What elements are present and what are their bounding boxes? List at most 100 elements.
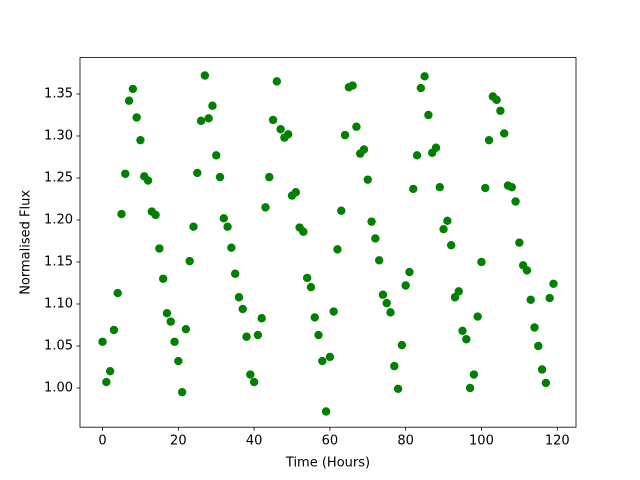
point bbox=[249, 377, 259, 387]
point bbox=[276, 125, 285, 134]
x-tick-label: 120 bbox=[545, 434, 570, 449]
point bbox=[522, 266, 532, 275]
point bbox=[246, 370, 255, 379]
point bbox=[136, 135, 145, 145]
point bbox=[454, 287, 463, 296]
point bbox=[155, 244, 164, 253]
point bbox=[348, 81, 357, 90]
point bbox=[177, 387, 187, 397]
point bbox=[473, 312, 482, 321]
x-tick-label: 40 bbox=[246, 434, 263, 449]
point bbox=[321, 407, 331, 416]
point bbox=[310, 313, 319, 322]
point bbox=[314, 330, 323, 340]
point bbox=[337, 206, 346, 215]
point bbox=[333, 245, 342, 254]
point bbox=[265, 172, 274, 182]
point bbox=[511, 197, 520, 206]
point bbox=[492, 95, 501, 105]
point bbox=[496, 106, 505, 115]
point bbox=[143, 176, 153, 185]
point bbox=[162, 309, 172, 318]
y-tick-label: 1.15 bbox=[44, 254, 73, 269]
point bbox=[465, 383, 475, 393]
x-tick-label: 100 bbox=[469, 434, 494, 449]
point bbox=[306, 282, 316, 292]
point bbox=[215, 172, 225, 182]
point bbox=[253, 330, 263, 340]
point bbox=[238, 304, 247, 314]
point bbox=[223, 222, 232, 231]
point bbox=[302, 273, 312, 283]
point bbox=[181, 324, 191, 334]
point bbox=[537, 365, 547, 374]
point bbox=[549, 279, 558, 289]
point bbox=[382, 298, 391, 308]
point bbox=[409, 184, 418, 194]
point bbox=[234, 293, 244, 302]
point bbox=[458, 326, 467, 336]
y-tick-label: 1.30 bbox=[44, 128, 73, 143]
point bbox=[363, 175, 372, 184]
point bbox=[443, 216, 452, 226]
point bbox=[117, 209, 126, 219]
point bbox=[469, 370, 479, 379]
point bbox=[340, 130, 350, 140]
point bbox=[386, 308, 395, 317]
point bbox=[515, 238, 524, 247]
point bbox=[435, 183, 444, 192]
x-axis-label: Time (Hours) bbox=[285, 456, 370, 471]
point bbox=[268, 115, 278, 125]
point bbox=[393, 384, 403, 394]
point bbox=[378, 290, 388, 299]
y-axis-label: Normalised Flux bbox=[19, 190, 34, 295]
point bbox=[462, 335, 471, 344]
point bbox=[109, 325, 119, 335]
point bbox=[318, 356, 327, 366]
point bbox=[200, 71, 210, 80]
x-tick-label: 20 bbox=[170, 434, 187, 449]
y-tick-label: 1.05 bbox=[44, 338, 73, 353]
point bbox=[121, 169, 130, 178]
point bbox=[102, 377, 111, 387]
point bbox=[371, 234, 380, 243]
point bbox=[439, 225, 448, 234]
y-tick-label: 1.35 bbox=[44, 86, 73, 101]
point bbox=[227, 243, 236, 252]
point bbox=[166, 317, 175, 326]
point bbox=[397, 340, 407, 350]
point bbox=[193, 168, 202, 178]
point bbox=[132, 113, 141, 122]
point bbox=[446, 240, 456, 250]
point bbox=[185, 256, 194, 266]
point bbox=[189, 222, 198, 231]
point bbox=[484, 135, 494, 145]
point bbox=[261, 203, 270, 212]
point bbox=[477, 257, 486, 267]
point bbox=[507, 183, 516, 192]
point bbox=[98, 337, 107, 346]
point bbox=[219, 214, 228, 223]
point bbox=[174, 356, 183, 366]
x-tick-label: 0 bbox=[98, 434, 106, 449]
y-tick-label: 1.00 bbox=[44, 380, 73, 395]
point bbox=[124, 96, 134, 105]
point bbox=[431, 143, 441, 152]
y-tick-label: 1.25 bbox=[44, 170, 73, 185]
point bbox=[204, 114, 213, 123]
y-tick-label: 1.20 bbox=[44, 212, 73, 227]
point bbox=[325, 352, 335, 362]
point bbox=[272, 77, 282, 86]
point bbox=[526, 295, 535, 304]
point bbox=[530, 323, 539, 332]
plot-frame bbox=[79, 57, 577, 428]
point bbox=[424, 110, 433, 120]
x-tick-label: 80 bbox=[397, 434, 414, 449]
point bbox=[208, 101, 217, 110]
point bbox=[242, 332, 251, 341]
point bbox=[367, 217, 376, 226]
point bbox=[128, 84, 138, 94]
point bbox=[113, 288, 122, 298]
